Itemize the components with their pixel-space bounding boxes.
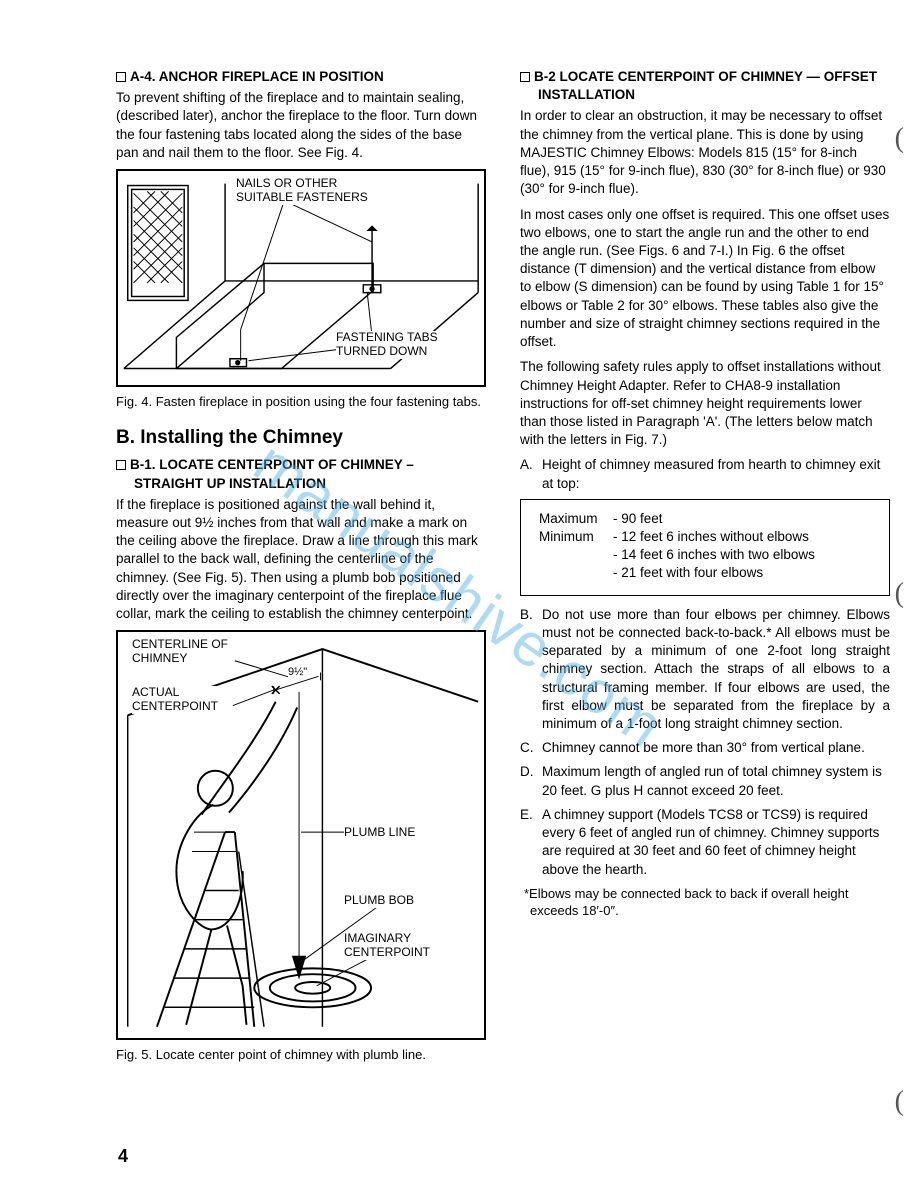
rule-b: B. Do not use more than four elbows per …: [520, 606, 890, 734]
left-column: A-4. ANCHOR FIREPLACE IN POSITION To pre…: [116, 68, 486, 1064]
rule-d-bullet: D.: [520, 763, 542, 799]
rule-d: D. Maximum length of angled run of total…: [520, 763, 890, 799]
margin-paren-3: (: [895, 1083, 904, 1121]
figure-4-caption: Fig. 4. Fasten fireplace in position usi…: [116, 393, 486, 411]
margin-paren-2: (: [895, 575, 904, 613]
min-label: Minimum: [539, 528, 613, 546]
min-value-3: - 21 feet with four elbows: [613, 564, 763, 582]
rule-e-bullet: E.: [520, 806, 542, 879]
a4-title: A-4. ANCHOR FIREPLACE IN POSITION: [130, 69, 384, 84]
fig5-label-center: CENTERLINE OF CHIMNEY: [132, 638, 228, 666]
fig5-label-dim: 9½": [288, 666, 307, 679]
min-value-1: - 12 feet 6 inches without elbows: [613, 528, 809, 546]
footnote: *Elbows may be connected back to back if…: [520, 885, 890, 920]
rule-b-bullet: B.: [520, 606, 542, 734]
b2-para1: In order to clear an obstruction, it may…: [520, 107, 890, 198]
rule-a: A. Height of chimney measured from heart…: [520, 456, 890, 492]
margin-paren-1: (: [895, 120, 904, 158]
checkbox-icon: [116, 460, 126, 470]
figure-4-box: NAILS OR OTHER SUITABLE FASTENERS FASTEN…: [116, 169, 486, 387]
fig4-label-tabs: FASTENING TABS TURNED DOWN: [336, 331, 438, 359]
rule-c: C. Chimney cannot be more than 30° from …: [520, 739, 890, 757]
min-value-2: - 14 feet 6 inches with two elbows: [613, 546, 815, 564]
rule-c-bullet: C.: [520, 739, 542, 757]
figure-5-box: CENTERLINE OF CHIMNEY ACTUAL CENTERPOINT…: [116, 630, 486, 1040]
rule-d-text: Maximum length of angled run of total ch…: [542, 763, 890, 799]
a4-paragraph: To prevent shifting of the fireplace and…: [116, 89, 486, 162]
fig5-label-actual: ACTUAL CENTERPOINT: [132, 686, 218, 714]
checkbox-icon: [116, 72, 126, 82]
fig5-label-plumb-line: PLUMB LINE: [344, 826, 415, 840]
b1-title: B-1. LOCATE CENTERPOINT OF CHIMNEY – STR…: [130, 457, 414, 490]
rule-b-text: Do not use more than four elbows per chi…: [542, 606, 890, 734]
fig4-label-nails: NAILS OR OTHER SUITABLE FASTENERS: [236, 177, 368, 205]
b2-para2: In most cases only one offset is require…: [520, 206, 890, 352]
rule-e-text: A chimney support (Models TCS8 or TCS9) …: [542, 806, 890, 879]
checkbox-icon: [520, 72, 530, 82]
b2-para3: The following safety rules apply to offs…: [520, 358, 890, 449]
page-number: 4: [118, 1144, 128, 1168]
rule-a-bullet: A.: [520, 456, 542, 492]
section-b2-heading: B-2 LOCATE CENTERPOINT OF CHIMNEY — OFFS…: [520, 68, 890, 104]
b2-title: B-2 LOCATE CENTERPOINT OF CHIMNEY — OFFS…: [534, 69, 877, 102]
rule-e: E. A chimney support (Models TCS8 or TCS…: [520, 806, 890, 879]
section-b1-heading: B-1. LOCATE CENTERPOINT OF CHIMNEY – STR…: [116, 456, 486, 492]
page-columns: A-4. ANCHOR FIREPLACE IN POSITION To pre…: [38, 68, 890, 1064]
heading-b: B. Installing the Chimney: [116, 425, 486, 451]
figure-5-caption: Fig. 5. Locate center point of chimney w…: [116, 1046, 486, 1064]
rule-a-text: Height of chimney measured from hearth t…: [542, 456, 890, 492]
section-a4-heading: A-4. ANCHOR FIREPLACE IN POSITION: [116, 68, 486, 86]
fig5-label-imaginary: IMAGINARY CENTERPOINT: [344, 932, 430, 960]
fig5-label-plumb-bob: PLUMB BOB: [344, 894, 414, 908]
max-value: - 90 feet: [613, 510, 663, 528]
max-label: Maximum: [539, 510, 613, 528]
b1-paragraph: If the fireplace is positioned against t…: [116, 496, 486, 624]
height-limits-box: Maximum - 90 feet Minimum - 12 feet 6 in…: [520, 499, 890, 596]
right-column: B-2 LOCATE CENTERPOINT OF CHIMNEY — OFFS…: [520, 68, 890, 1064]
rule-c-text: Chimney cannot be more than 30° from ver…: [542, 739, 890, 757]
